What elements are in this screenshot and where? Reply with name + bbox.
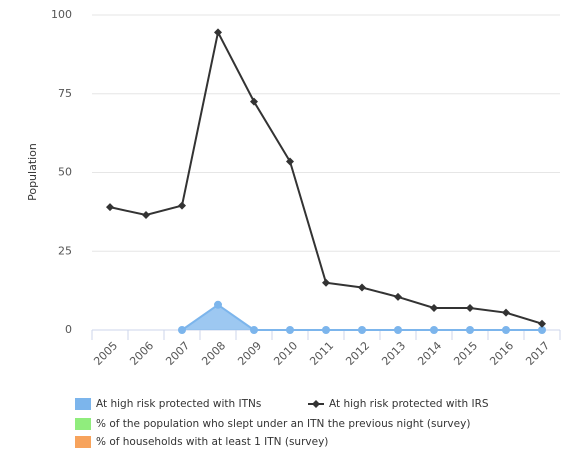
point (250, 97, 258, 106)
legend-swatch (75, 436, 91, 448)
point (178, 326, 186, 334)
point (538, 326, 546, 334)
x-tick-label: 2007 (163, 339, 192, 368)
point (286, 157, 294, 166)
point (430, 326, 438, 334)
x-tick-label: 2010 (271, 339, 300, 368)
point (106, 203, 114, 212)
point (214, 300, 222, 309)
x-tick-label: 2009 (235, 339, 264, 368)
x-tick-label: 2015 (451, 339, 480, 368)
point (214, 28, 222, 37)
point (178, 201, 186, 210)
point (322, 278, 330, 287)
y-tick-label: 25 (58, 244, 72, 257)
x-tick-label: 2014 (415, 339, 444, 368)
x-tick-label: 2012 (343, 339, 372, 368)
point (358, 326, 366, 334)
point (322, 326, 330, 334)
point (502, 308, 510, 317)
point (394, 326, 402, 334)
point (538, 319, 546, 328)
x-tick-label: 2013 (379, 339, 408, 368)
legend-label: At high risk protected with IRS (329, 398, 489, 410)
x-tick-label: 2017 (523, 339, 552, 368)
point (142, 211, 150, 220)
point (394, 292, 402, 301)
y-tick-label: 0 (65, 323, 72, 336)
legend-marker (312, 400, 320, 408)
legend-label: % of the population who slept under an I… (96, 418, 470, 430)
x-tick-label: 2006 (127, 339, 156, 368)
point (286, 326, 294, 334)
point (466, 303, 474, 312)
x-tick-label: 2005 (91, 339, 120, 368)
legend-label: At high risk protected with ITNs (96, 398, 261, 410)
x-tick-label: 2016 (487, 339, 516, 368)
point (250, 326, 258, 334)
legend-swatch (75, 398, 91, 410)
x-tick-label: 2008 (199, 339, 228, 368)
point (466, 326, 474, 334)
legend-label: % of households with at least 1 ITN (sur… (96, 436, 328, 448)
y-tick-label: 75 (58, 87, 72, 100)
legend-swatch (75, 418, 91, 430)
point (358, 283, 366, 292)
y-tick-label: 50 (58, 166, 72, 179)
y-tick-label: 100 (51, 8, 72, 21)
y-axis-label: Population (26, 143, 39, 201)
x-tick-label: 2011 (307, 339, 336, 368)
point (502, 326, 510, 334)
point (430, 303, 438, 312)
